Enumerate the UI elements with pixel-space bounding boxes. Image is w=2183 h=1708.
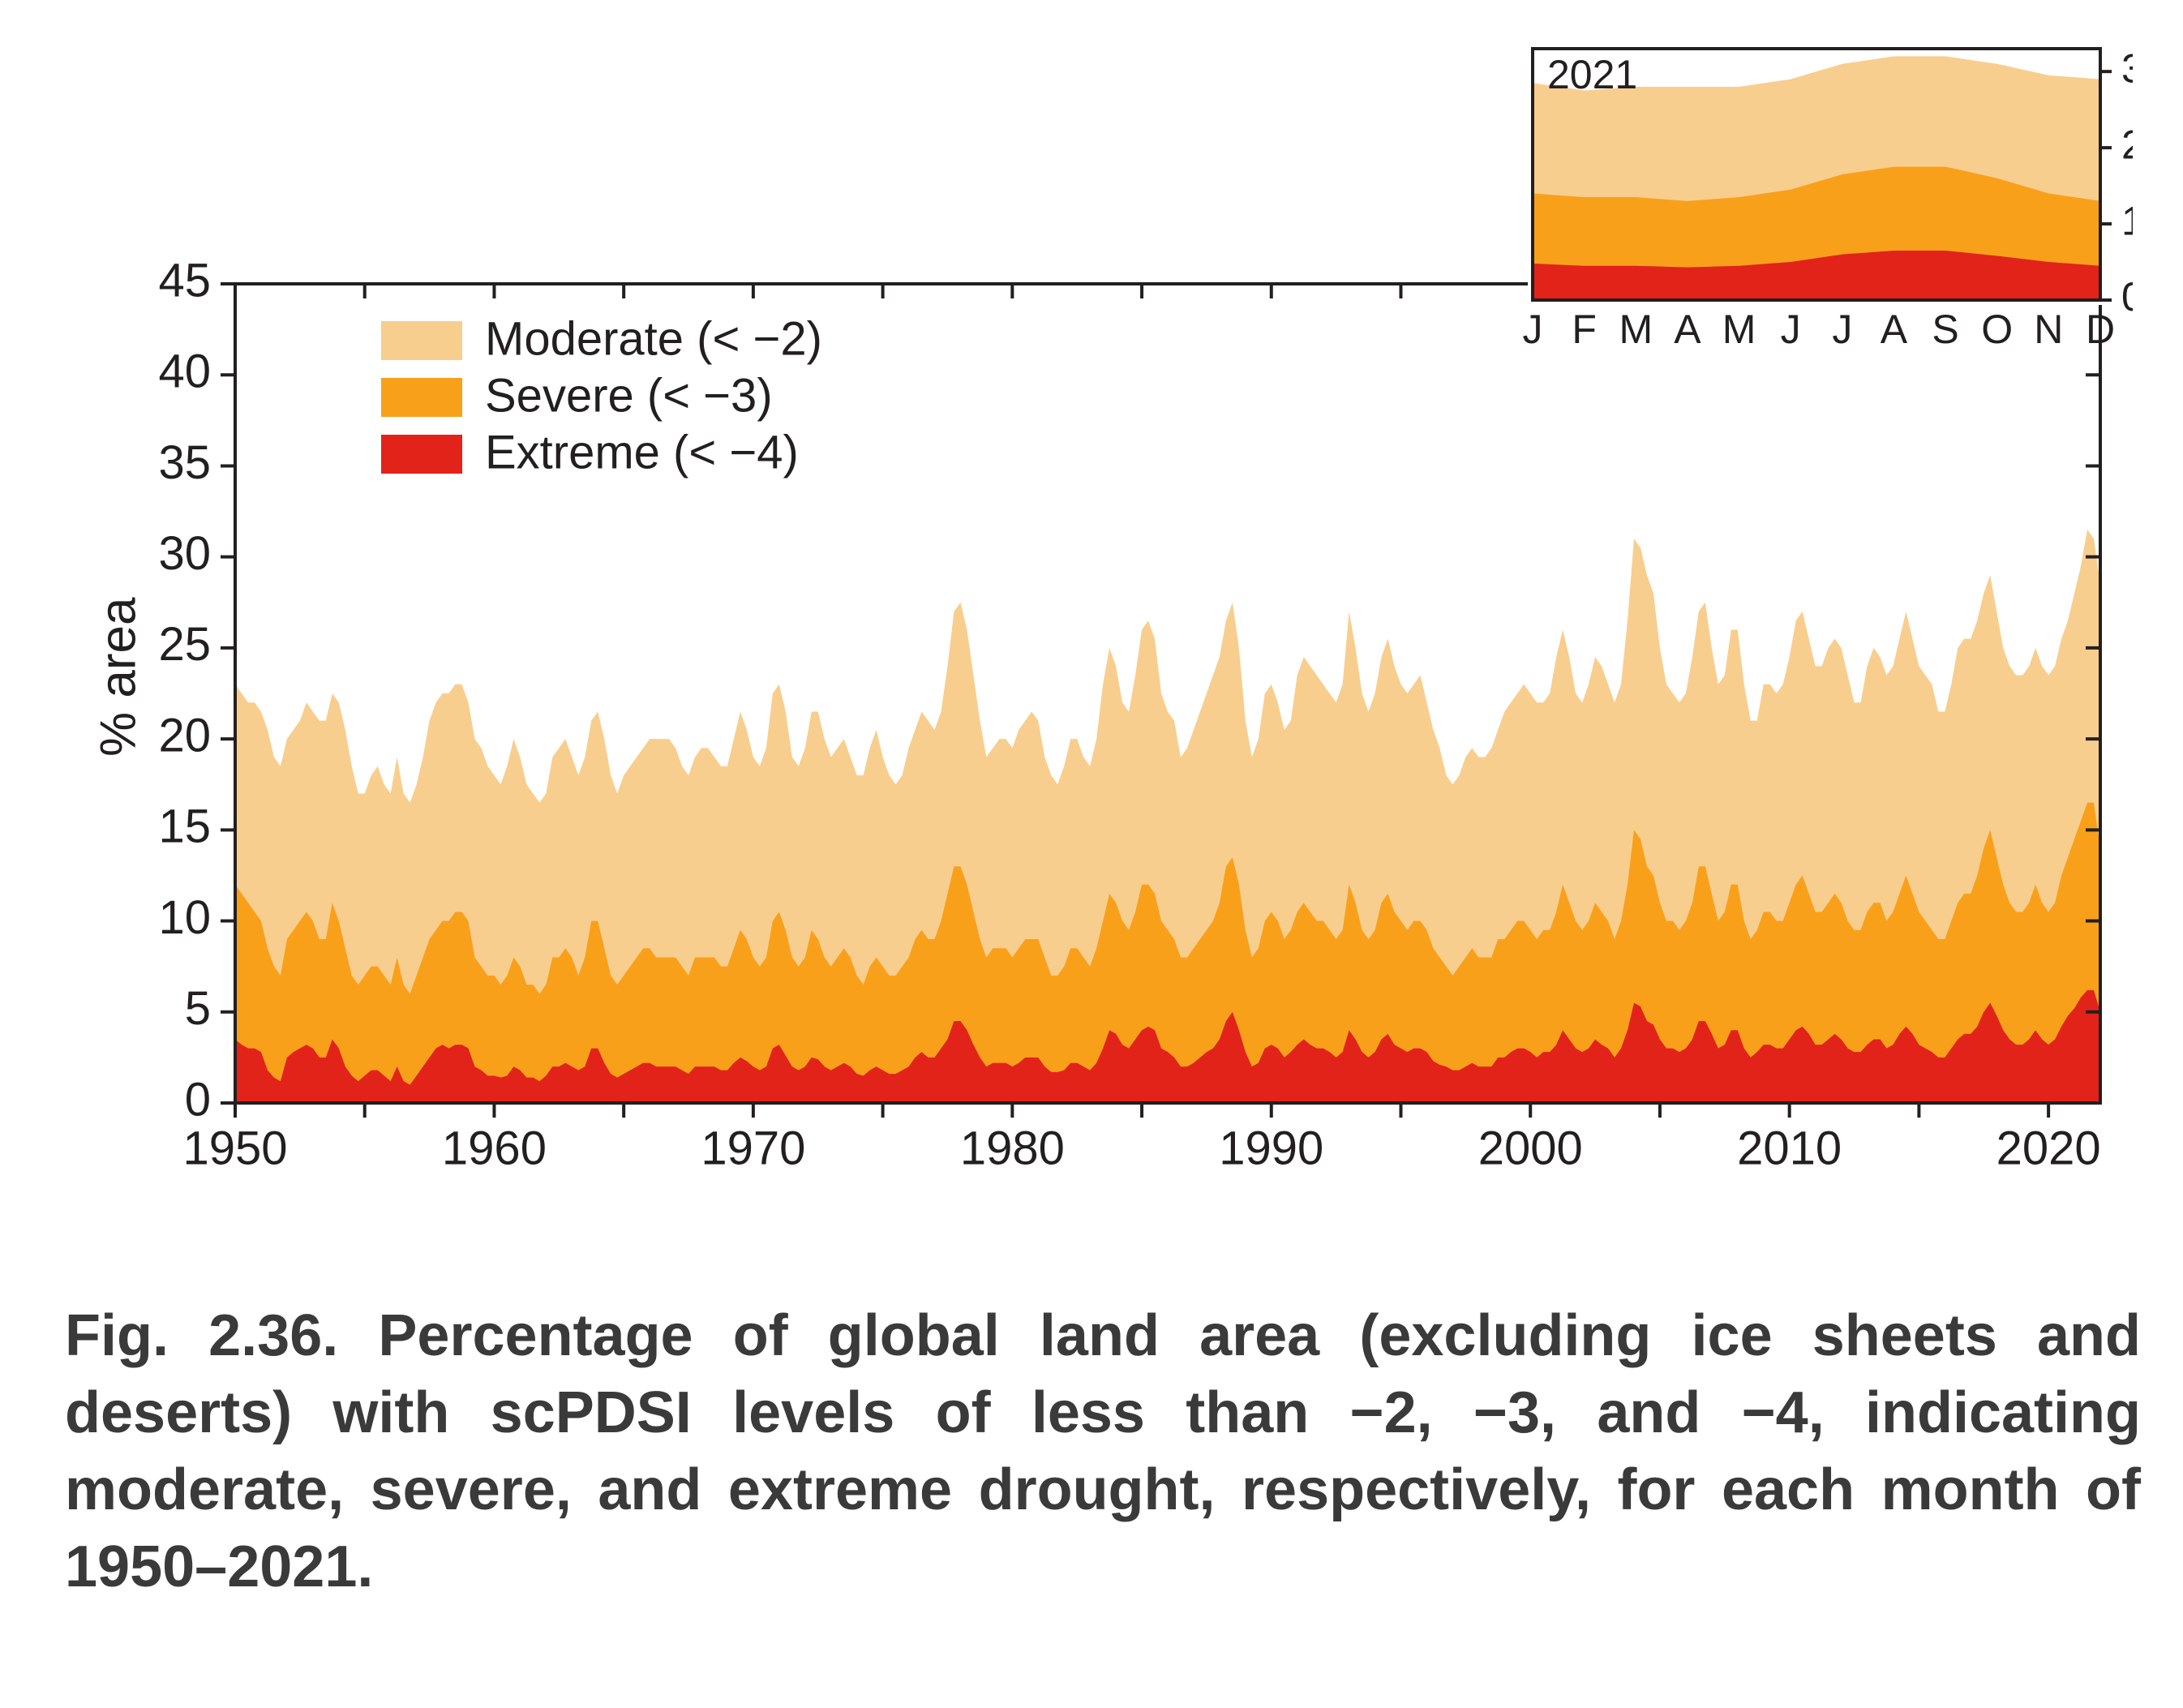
y-axis-label: % area xyxy=(90,597,146,757)
legend-swatch-extreme xyxy=(381,435,462,474)
figure-caption: Fig. 2.36. Percentage of global land are… xyxy=(65,1298,2141,1606)
legend-item-extreme: Extreme (< −4) xyxy=(381,426,799,478)
svg-text:10: 10 xyxy=(2121,198,2133,243)
legend: Moderate (< −2)Severe (< −3)Extreme (< −… xyxy=(381,312,822,478)
caption-text: Percentage of global land area (excludin… xyxy=(65,1303,2141,1599)
legend-label-moderate: Moderate (< −2) xyxy=(485,312,822,365)
svg-text:1990: 1990 xyxy=(1219,1122,1323,1174)
svg-text:15: 15 xyxy=(158,800,211,853)
legend-label-extreme: Extreme (< −4) xyxy=(485,426,799,478)
svg-text:1950: 1950 xyxy=(182,1122,287,1174)
svg-text:M: M xyxy=(1722,307,1756,352)
svg-text:10: 10 xyxy=(158,891,211,944)
main-chart-areas xyxy=(235,530,2100,1103)
legend-swatch-moderate xyxy=(381,321,462,360)
svg-text:S: S xyxy=(1932,307,1958,352)
svg-text:J: J xyxy=(1832,307,1852,352)
svg-text:2000: 2000 xyxy=(1478,1122,1583,1174)
svg-text:J: J xyxy=(1523,307,1543,352)
svg-text:J: J xyxy=(1781,307,1801,352)
legend-swatch-severe xyxy=(381,378,462,417)
svg-text:5: 5 xyxy=(185,982,211,1035)
legend-label-severe: Severe (< −3) xyxy=(485,369,773,422)
svg-text:1960: 1960 xyxy=(442,1122,547,1174)
svg-text:0: 0 xyxy=(185,1073,211,1126)
svg-text:30: 30 xyxy=(2121,45,2133,91)
svg-text:F: F xyxy=(1572,307,1597,352)
figure-area: 0 5 10 15 20 25 30 35 40 45 1950 1960 1970 1980 1990 20… xyxy=(57,32,2133,1233)
svg-text:45: 45 xyxy=(158,254,211,307)
svg-text:2010: 2010 xyxy=(1737,1122,1842,1174)
svg-text:25: 25 xyxy=(158,618,211,671)
svg-text:A: A xyxy=(1881,307,1908,352)
svg-text:N: N xyxy=(2034,307,2063,352)
svg-text:30: 30 xyxy=(158,527,211,580)
svg-text:20: 20 xyxy=(2121,122,2133,167)
svg-text:40: 40 xyxy=(158,345,211,398)
legend-item-moderate: Moderate (< −2) xyxy=(381,312,822,365)
inset-title: 2021 xyxy=(1547,52,1637,97)
svg-text:0: 0 xyxy=(2121,274,2133,320)
figure-number: Fig. 2.36. xyxy=(65,1303,338,1368)
svg-text:1980: 1980 xyxy=(960,1122,1065,1174)
svg-text:D: D xyxy=(2086,307,2115,352)
svg-text:35: 35 xyxy=(158,436,211,489)
svg-text:2020: 2020 xyxy=(1996,1122,2101,1174)
svg-text:M: M xyxy=(1619,307,1653,352)
svg-text:20: 20 xyxy=(158,709,211,762)
svg-text:A: A xyxy=(1674,307,1701,352)
legend-item-severe: Severe (< −3) xyxy=(381,369,773,422)
svg-text:O: O xyxy=(1981,307,2013,352)
inset-chart: 0102030JFMAMJJASOND2021 xyxy=(1523,45,2134,352)
svg-text:1970: 1970 xyxy=(701,1122,805,1174)
